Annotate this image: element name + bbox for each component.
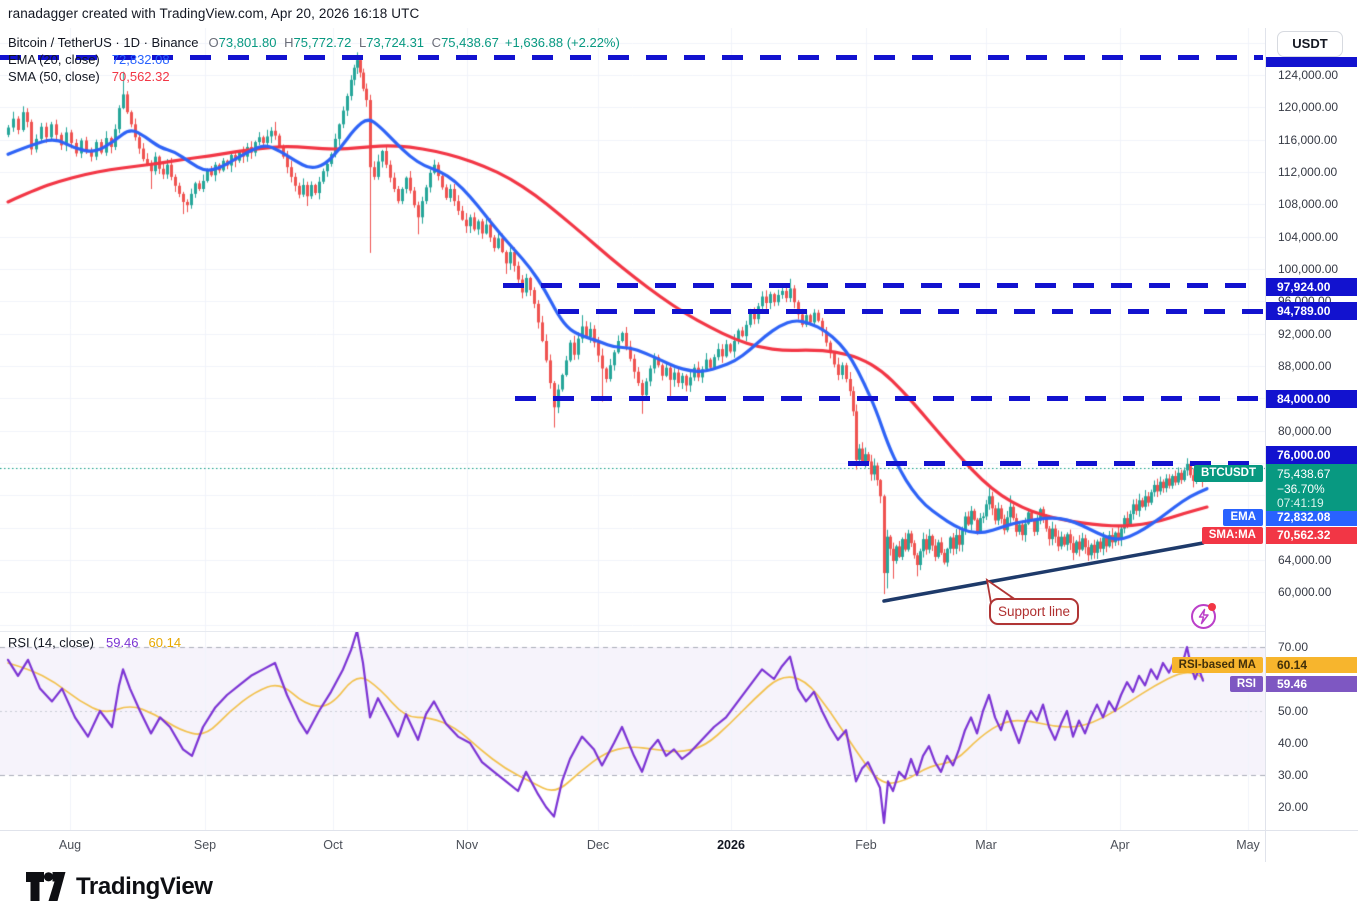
rsi-ma-value-label: 60.14 <box>1266 657 1357 673</box>
ema-tag: EMA <box>1223 509 1263 526</box>
rsi-tick-label: 70.00 <box>1278 640 1309 654</box>
time-axis-label: Nov <box>455 838 479 852</box>
support-line-callout[interactable]: Support line <box>989 598 1079 625</box>
price-tick-label: 92,000.00 <box>1278 326 1332 341</box>
rsi-tick-label: 30.00 <box>1278 768 1309 782</box>
last-price-label: 75,438.67 −36.70% 07:41:19 <box>1266 464 1357 511</box>
time-axis-label: 2026 <box>717 838 745 852</box>
tradingview-logo[interactable]: TradingView <box>26 871 213 902</box>
rsi-tick-label: 50.00 <box>1278 704 1309 718</box>
sma-tag: SMA:MA <box>1201 527 1263 544</box>
time-axis-label: Dec <box>586 838 610 852</box>
rsi-tick-label: 40.00 <box>1278 736 1309 750</box>
time-axis-label: May <box>1236 838 1260 852</box>
sma-legend-value: 70,562.32 <box>111 69 170 84</box>
scale-border <box>1265 28 1266 862</box>
pane-separator[interactable] <box>0 631 1265 632</box>
price-scale[interactable]: USDT 124,000.00 120,000.00 116,000.00 112,0… <box>1265 28 1358 862</box>
rsi-tag: RSI <box>1229 676 1263 692</box>
rsi-ma-legend-value: 60.14 <box>148 635 182 650</box>
rsi-legend-value: 59.46 <box>105 635 139 650</box>
last-price-value: 75,438.67 <box>1277 467 1331 481</box>
level-price-label: 94,789.00 <box>1266 302 1357 320</box>
sma-legend-row[interactable]: SMA (50, close) 70,562.32 <box>8 68 170 85</box>
level-price-label: 76,000.00 <box>1266 446 1357 464</box>
time-axis-label: Mar <box>975 838 997 852</box>
rsi-legend-row[interactable]: RSI (14, close) 59.46 60.14 <box>8 634 181 651</box>
price-level-line[interactable] <box>848 460 1263 466</box>
time-axis-label: Feb <box>855 838 877 852</box>
level-price-label: 84,000.00 <box>1266 390 1357 408</box>
notification-dot <box>1208 603 1216 611</box>
price-level-line[interactable] <box>0 54 1263 60</box>
change-readout: +1,636.88 (+2.22%) <box>504 35 620 50</box>
price-level-line[interactable] <box>503 283 1263 289</box>
time-axis-label: Oct <box>323 838 343 852</box>
price-tick-label: 112,000.00 <box>1278 165 1338 180</box>
flash-boost-icon[interactable] <box>1191 603 1216 629</box>
ohlc-readout: O73,801.80 H75,772.72 L73,724.31 C75,438… <box>208 35 499 50</box>
ema-price-label: 72,832.08 <box>1266 509 1357 526</box>
ema-legend-label: EMA (20, close) <box>8 52 100 67</box>
rsi-tick-label: 20.00 <box>1278 800 1309 814</box>
time-axis-label: Apr <box>1110 838 1130 852</box>
last-price-change: −36.70% <box>1277 481 1325 496</box>
price-tick-label: 120,000.00 <box>1278 100 1339 115</box>
tradingview-logo-text: TradingView <box>76 872 213 900</box>
price-tick-label: 104,000.00 <box>1278 229 1339 244</box>
rsi-legend-label: RSI (14, close) <box>8 635 94 650</box>
price-level-line[interactable] <box>558 308 1263 314</box>
attribution-text: ranadagger created with TradingView.com,… <box>8 6 420 21</box>
price-tick-label: 100,000.00 <box>1278 262 1339 277</box>
rsi-pane-canvas[interactable] <box>0 631 1265 830</box>
level-price-label: 97,924.00 <box>1266 278 1357 296</box>
rsi-ma-tag: RSI-based MA <box>1171 657 1263 673</box>
symbol-title: Bitcoin / TetherUS · 1D · Binance <box>8 35 199 50</box>
time-axis-label: Sep <box>193 838 217 852</box>
price-level-line[interactable] <box>515 395 1263 401</box>
lightning-bolt-icon <box>1198 608 1209 625</box>
price-tick-label: 64,000.00 <box>1278 553 1332 568</box>
currency-usdt-button[interactable]: USDT <box>1277 31 1343 57</box>
price-tick-label: 88,000.00 <box>1278 359 1332 374</box>
tradingview-logo-mark <box>26 872 66 901</box>
price-tick-label: 60,000.00 <box>1278 585 1332 600</box>
time-axis-border <box>0 830 1358 831</box>
price-tick-label: 124,000.00 <box>1278 68 1339 82</box>
price-pane-canvas[interactable] <box>0 28 1265 631</box>
price-tick-label: 108,000.00 <box>1278 197 1339 212</box>
ema-legend-value: 72,832.08 <box>111 52 170 67</box>
rsi-value-label: 59.46 <box>1266 676 1357 692</box>
symbol-legend-row[interactable]: Bitcoin / TetherUS · 1D · Binance O73,80… <box>8 34 620 51</box>
sma-price-label: 70,562.32 <box>1266 527 1357 544</box>
symbol-price-tag: BTCUSDT <box>1194 465 1263 482</box>
price-tick-label: 80,000.00 <box>1278 423 1332 438</box>
bar-countdown: 07:41:19 <box>1277 496 1324 510</box>
ema-legend-row[interactable]: EMA (20, close) 72,832.08 <box>8 51 170 68</box>
clipped-level-label <box>1266 57 1357 67</box>
time-axis-label: Aug <box>58 838 82 852</box>
price-tick-label: 116,000.00 <box>1278 132 1338 147</box>
sma-legend-label: SMA (50, close) <box>8 69 100 84</box>
